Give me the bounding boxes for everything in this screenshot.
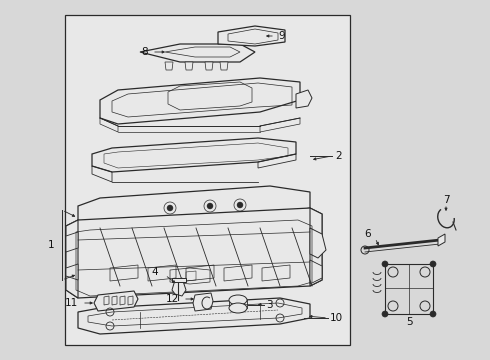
Polygon shape bbox=[310, 228, 326, 258]
Ellipse shape bbox=[229, 303, 247, 313]
Polygon shape bbox=[100, 78, 300, 124]
Polygon shape bbox=[172, 278, 186, 282]
Text: 11: 11 bbox=[65, 298, 78, 308]
Ellipse shape bbox=[229, 295, 247, 305]
Polygon shape bbox=[78, 186, 310, 228]
Polygon shape bbox=[172, 278, 186, 296]
Circle shape bbox=[430, 311, 436, 317]
Polygon shape bbox=[92, 138, 296, 172]
Text: 2: 2 bbox=[335, 151, 342, 161]
Polygon shape bbox=[94, 291, 138, 311]
Polygon shape bbox=[310, 260, 322, 284]
Polygon shape bbox=[205, 62, 213, 70]
Circle shape bbox=[237, 202, 243, 208]
Polygon shape bbox=[66, 232, 78, 252]
Circle shape bbox=[382, 311, 388, 317]
Text: 3: 3 bbox=[266, 300, 272, 310]
Polygon shape bbox=[310, 208, 322, 286]
Circle shape bbox=[167, 205, 173, 211]
Text: 5: 5 bbox=[406, 317, 412, 327]
Polygon shape bbox=[218, 26, 285, 46]
Text: 10: 10 bbox=[330, 313, 343, 323]
Polygon shape bbox=[438, 234, 445, 246]
Polygon shape bbox=[185, 62, 193, 70]
Circle shape bbox=[430, 261, 436, 267]
Polygon shape bbox=[296, 90, 312, 108]
Text: 7: 7 bbox=[442, 195, 449, 205]
Polygon shape bbox=[220, 62, 228, 70]
Circle shape bbox=[207, 203, 213, 209]
Polygon shape bbox=[66, 208, 322, 298]
Text: 4: 4 bbox=[151, 267, 158, 277]
Polygon shape bbox=[66, 264, 78, 280]
Polygon shape bbox=[165, 62, 173, 70]
Polygon shape bbox=[66, 220, 78, 298]
Text: 1: 1 bbox=[48, 240, 54, 250]
Text: 6: 6 bbox=[365, 229, 371, 239]
Circle shape bbox=[382, 261, 388, 267]
Polygon shape bbox=[193, 293, 213, 311]
Text: 9: 9 bbox=[278, 31, 285, 41]
Bar bbox=[65, 15, 350, 345]
Polygon shape bbox=[78, 298, 310, 334]
Polygon shape bbox=[140, 44, 255, 62]
Text: 12: 12 bbox=[166, 294, 179, 304]
Text: 8: 8 bbox=[142, 47, 148, 57]
